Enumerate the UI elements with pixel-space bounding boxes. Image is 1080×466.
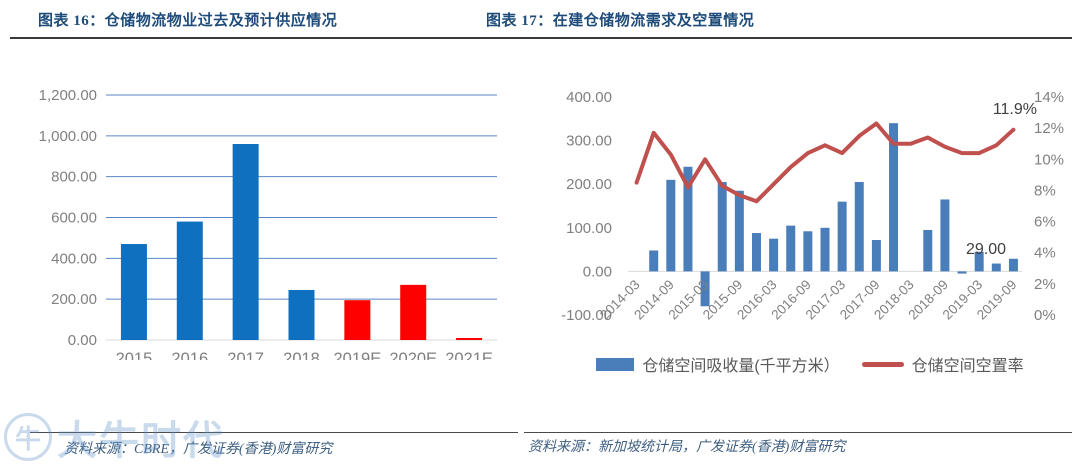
- left-y-axis-tick-label: 200.00: [566, 176, 612, 193]
- right-y-axis-tick-label: 0%: [1034, 307, 1056, 324]
- absorption-bar-2019-06: [991, 263, 1001, 272]
- absorption-bar-2017-03: [837, 201, 847, 272]
- legend-label-vacancy: 仓储空间空置率: [911, 358, 1024, 375]
- footer-rule-left: [30, 432, 518, 433]
- bar-2017: [232, 144, 259, 340]
- right-y-axis-tick-label: 6%: [1034, 214, 1056, 231]
- absorption-bar-2016-12: [820, 227, 830, 272]
- absorption-bar-2018-12: [957, 271, 967, 274]
- absorption-bar-2016-09: [803, 231, 813, 272]
- absorption-bar-2019-03: [974, 251, 984, 272]
- absorption-bar-2014-09: [666, 179, 676, 272]
- bar-2019E: [344, 300, 371, 340]
- y-axis-tick-label: 400.00: [51, 250, 97, 267]
- x-axis-tick-label: 2020E: [389, 350, 437, 360]
- y-axis-tick-label: 1,000.00: [39, 128, 97, 145]
- x-axis-tick-label: 2018: [283, 350, 320, 360]
- y-axis-tick-label: 600.00: [51, 210, 97, 227]
- absorption-bar-2017-06: [854, 182, 864, 272]
- x-axis-tick-label: 2021E: [445, 350, 493, 360]
- bar-2020E: [400, 284, 427, 340]
- bar-2016: [176, 221, 203, 340]
- right-y-axis-tick-label: 4%: [1034, 245, 1056, 262]
- left-y-axis-tick-label: -100.00: [561, 307, 612, 324]
- figure17-title: 图表 17：在建仓储物流需求及空置情况: [486, 13, 755, 29]
- annotation-last-absorption: 29.00: [966, 241, 1006, 258]
- absorption-vacancy-combo-chart: -100.00 0.00 100.00 200.00 300.00 400.00 0% 2% 4…: [561, 89, 1064, 324]
- x-axis-tick-label: 2017: [227, 350, 264, 360]
- y-axis-tick-label: 0.00: [68, 332, 97, 349]
- right-y-axis-tick-label: 14%: [1034, 89, 1064, 106]
- vacancy-rate-line: [634, 121, 1016, 204]
- x-axis-tick-label: 2016: [171, 350, 208, 360]
- absorption-bar-2018-06: [923, 229, 933, 272]
- figure16-title: 图表 16：仓储物流物业过去及预计供应情况: [38, 13, 338, 29]
- x-axis-tick-label: 2019E: [333, 350, 381, 360]
- figure17-legend: 仓储空间吸收量(千平方米） 仓储空间空置率: [540, 352, 1080, 376]
- right-y-axis-tick-label: 12%: [1034, 120, 1064, 137]
- left-y-axis-tick-label: 300.00: [566, 133, 612, 150]
- legend-label-absorption: 仓储空间吸收量(千平方米）: [642, 358, 840, 375]
- right-y-axis-tick-label: 8%: [1034, 182, 1056, 199]
- right-y-axis-tick-label: 2%: [1034, 276, 1056, 293]
- line-series-swatch-icon: [861, 361, 904, 367]
- left-y-axis-tick-label: 400.00: [566, 89, 612, 106]
- absorption-bar-2016-06: [786, 225, 796, 272]
- footer-rule-right: [524, 432, 1072, 433]
- y-axis-tick-label: 200.00: [51, 291, 97, 308]
- absorption-bar-2016-03: [769, 238, 779, 272]
- figure16-source: 资料来源：CBRE，广发证券(香港)财富研究: [64, 442, 333, 457]
- bar-2021E: [456, 337, 483, 340]
- absorption-bar-2015-09: [734, 190, 744, 272]
- left-y-axis-tick-label: 0.00: [583, 263, 612, 280]
- absorption-bar-2014-12: [683, 166, 693, 272]
- bar-2018: [288, 289, 315, 340]
- absorption-bar-2015-12: [751, 233, 761, 272]
- legend-item-absorption: 仓储空间吸收量(千平方米）: [596, 352, 840, 376]
- x-axis-tick-label: 2015: [116, 350, 153, 360]
- absorption-bar-2019-09: [1008, 258, 1018, 272]
- annotation-last-vacancy: 11.9%: [993, 101, 1037, 118]
- supply-bar-chart: 0.00 200.00 400.00 600.00 800.00 1,000.00 1,20…: [39, 87, 497, 360]
- legend-item-vacancy: 仓储空间空置率: [861, 352, 1024, 376]
- bar-series-swatch-icon: [596, 357, 635, 371]
- left-y-axis-tick-label: 100.00: [566, 220, 612, 237]
- figure17-source: 资料来源：新加坡统计局，广发证券(香港)财富研究: [528, 440, 846, 455]
- absorption-bar-2015-06: [717, 182, 727, 272]
- absorption-bar-2017-09: [871, 240, 881, 272]
- y-axis-tick-label: 800.00: [51, 169, 97, 186]
- absorption-bar-2018-09: [940, 199, 950, 272]
- absorption-bar-2014-06: [649, 250, 659, 272]
- y-axis-tick-label: 1,200.00: [39, 87, 97, 104]
- header-rule: [10, 37, 1072, 39]
- watermark-badge-icon: 牛: [4, 413, 52, 461]
- right-y-axis-tick-label: 10%: [1034, 151, 1064, 168]
- absorption-bar-2017-12: [889, 123, 899, 272]
- bar-2015: [120, 244, 147, 340]
- absorption-bar-2015-03: [700, 271, 710, 307]
